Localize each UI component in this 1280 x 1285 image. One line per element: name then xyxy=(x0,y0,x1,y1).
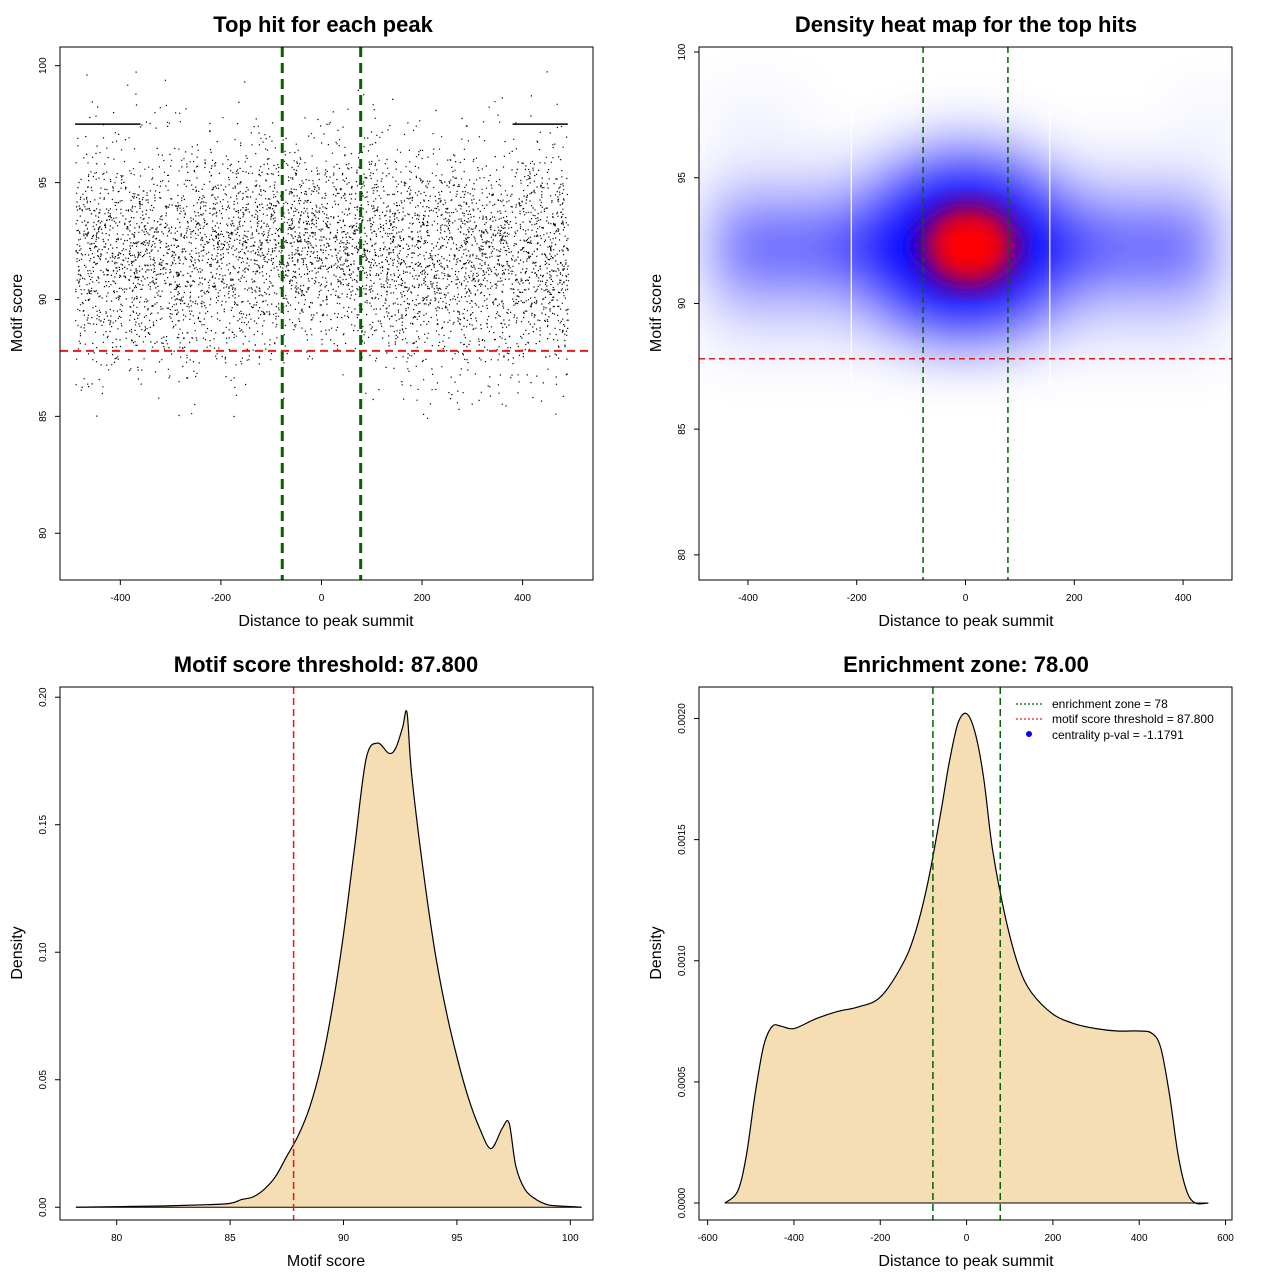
score-density-plot xyxy=(75,687,582,1220)
scatter-y-axis: 80 85 90 95 100 xyxy=(38,57,60,539)
distance-density-plot xyxy=(724,687,1209,1220)
heatmap-peak xyxy=(923,205,1016,286)
scatter-y-label: Motif score xyxy=(9,274,26,352)
distance-density-y-tick-label: 0.0015 xyxy=(677,824,688,855)
scatter-plot-frame xyxy=(59,46,594,581)
distance-density-y-label: Density xyxy=(648,926,665,979)
scatter-x-axis: -400 -200 0 200 400 xyxy=(110,580,531,604)
distance-density-title: Enrichment zone: 78.00 xyxy=(843,652,1089,677)
panel-score-density: Motif score threshold: 87.800 80 85 90 95 10… xyxy=(9,652,594,1270)
heatmap-density-field xyxy=(699,47,1232,580)
heatmap-y-tick-label: 90 xyxy=(677,297,688,309)
distance-density-y-axis: 0.0000 0.0005 0.0010 0.0015 0.0020 xyxy=(677,703,699,1218)
distance-density-y-tick-label: 0.0020 xyxy=(677,703,688,734)
distance-density-area xyxy=(724,713,1209,1204)
heatmap-x-tick-label: -400 xyxy=(738,593,758,604)
score-density-x-label: Motif score xyxy=(287,1253,365,1270)
legend-entry-pval: centrality p-val = -1.1791 xyxy=(1052,728,1184,742)
panel-scatter: Top hit for each peak -400 -200 0 200 400 80… xyxy=(9,12,594,630)
score-density-area xyxy=(75,710,582,1208)
scatter-x-tick-label: -400 xyxy=(110,593,130,604)
heatmap-peak-core xyxy=(923,205,1016,286)
distance-density-x-tick-label: -600 xyxy=(698,1233,718,1244)
scatter-x-tick-label: 400 xyxy=(514,593,531,604)
score-density-y-tick-label: 0.20 xyxy=(38,687,49,707)
panel-heatmap: Density heat map for the top hits -400 -2… xyxy=(648,12,1233,630)
scatter-y-tick-label: 95 xyxy=(38,177,49,189)
score-density-y-axis: 0.00 0.05 0.10 0.15 0.20 xyxy=(38,687,60,1217)
distance-density-y-tick-label: 0.0000 xyxy=(677,1187,688,1218)
heatmap-x-label: Distance to peak summit xyxy=(878,613,1054,630)
heatmap-y-axis: 80 85 90 95 100 xyxy=(677,43,699,560)
heatmap-x-tick-label: 0 xyxy=(963,593,969,604)
scatter-title: Top hit for each peak xyxy=(213,12,433,37)
panel-distance-density: Enrichment zone: 78.00 -600 -400 -200 0 200 4… xyxy=(648,652,1234,1270)
distance-density-y-tick-label: 0.0005 xyxy=(677,1066,688,1097)
score-density-x-tick-label: 100 xyxy=(562,1233,579,1244)
distance-density-curve xyxy=(724,712,1209,1205)
heatmap-x-tick-label: 200 xyxy=(1066,593,1083,604)
heatmap-x-axis: -400 -200 0 200 400 xyxy=(738,580,1192,604)
legend: enrichment zone = 78 motif score thresho… xyxy=(1016,697,1214,742)
heatmap-edge-blob-right xyxy=(1183,104,1232,119)
heatmap-y-tick-label: 95 xyxy=(677,172,688,184)
distance-density-x-tick-label: 200 xyxy=(1045,1233,1062,1244)
scatter-x-tick-label: 0 xyxy=(319,593,325,604)
score-density-x-axis: 80 85 90 95 100 xyxy=(111,1220,579,1244)
score-density-title: Motif score threshold: 87.800 xyxy=(174,652,478,677)
distance-density-x-tick-label: 400 xyxy=(1131,1233,1148,1244)
score-density-x-tick-label: 85 xyxy=(225,1233,237,1244)
scatter-x-label: Distance to peak summit xyxy=(238,613,414,630)
scatter-x-tick-label: 200 xyxy=(414,593,431,604)
score-density-curve xyxy=(75,710,582,1208)
score-density-frame xyxy=(59,686,594,1221)
distance-density-x-tick-label: 600 xyxy=(1217,1233,1234,1244)
scatter-y-tick-label: 90 xyxy=(38,293,49,305)
heatmap-y-tick-label: 80 xyxy=(677,549,688,561)
legend-entry-zone: enrichment zone = 78 xyxy=(1052,697,1168,711)
distance-density-x-tick-label: -200 xyxy=(870,1233,890,1244)
distance-density-x-axis: -600 -400 -200 0 200 400 600 xyxy=(698,1220,1234,1244)
heatmap-y-tick-label: 85 xyxy=(677,423,688,435)
scatter-y-tick-label: 85 xyxy=(38,410,49,422)
score-density-y-tick-label: 0.00 xyxy=(38,1197,49,1217)
heatmap-x-tick-label: -200 xyxy=(847,593,867,604)
distance-density-frame xyxy=(698,686,1233,1221)
heatmap-x-tick-label: 400 xyxy=(1175,593,1192,604)
scatter-reference-lines xyxy=(60,47,593,580)
distance-density-x-tick-label: 0 xyxy=(964,1233,970,1244)
score-density-x-tick-label: 95 xyxy=(451,1233,463,1244)
scatter-y-tick-label: 100 xyxy=(38,57,49,74)
legend-entry-threshold: motif score threshold = 87.800 xyxy=(1052,712,1214,726)
heatmap-y-label: Motif score xyxy=(648,274,665,352)
heatmap-reference-lines xyxy=(699,47,1232,580)
heatmap-edge-blob-left xyxy=(709,104,800,119)
scatter-point-cloud xyxy=(75,71,570,419)
scatter-y-tick-label: 80 xyxy=(38,527,49,539)
score-density-y-label: Density xyxy=(9,926,26,979)
heatmap-title: Density heat map for the top hits xyxy=(795,12,1137,37)
score-density-y-tick-label: 0.10 xyxy=(38,942,49,962)
distance-density-x-tick-label: -400 xyxy=(784,1233,804,1244)
legend-pval-swatch xyxy=(1026,731,1032,737)
scatter-x-tick-label: -200 xyxy=(211,593,231,604)
score-density-y-tick-label: 0.15 xyxy=(38,815,49,835)
distance-density-x-label: Distance to peak summit xyxy=(878,1253,1054,1270)
score-density-x-tick-label: 90 xyxy=(338,1233,350,1244)
heatmap-y-tick-label: 100 xyxy=(677,43,688,60)
distance-density-y-tick-label: 0.0010 xyxy=(677,945,688,976)
score-density-y-tick-label: 0.05 xyxy=(38,1070,49,1090)
score-density-x-tick-label: 80 xyxy=(111,1233,123,1244)
scatter-points xyxy=(75,71,570,419)
